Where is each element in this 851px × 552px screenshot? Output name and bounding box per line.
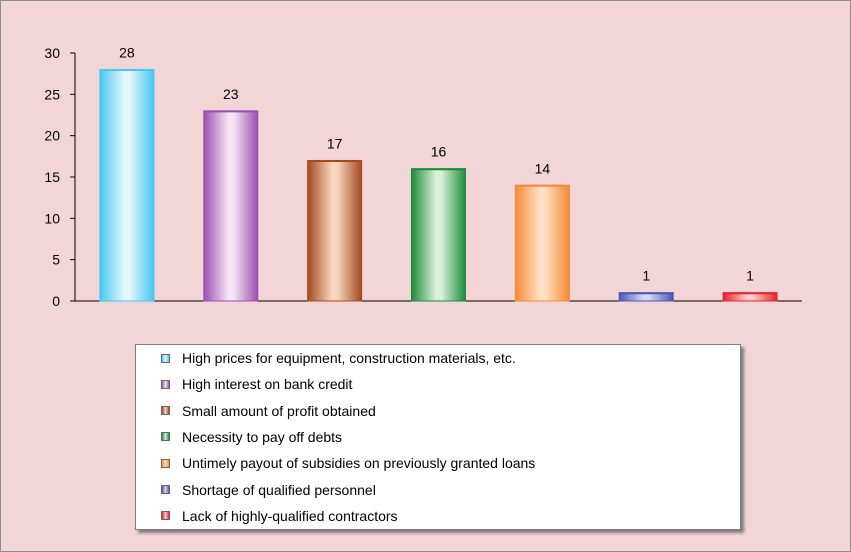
y-tick-label: 20 xyxy=(44,128,60,144)
legend-label: Small amount of profit obtained xyxy=(182,402,376,419)
bar xyxy=(203,110,259,302)
y-tick-label: 0 xyxy=(52,293,60,309)
data-labels: 28 23 17 16 14 1 1 xyxy=(119,45,754,284)
legend-swatch xyxy=(161,485,170,494)
data-label: 1 xyxy=(642,268,650,284)
bars xyxy=(99,69,778,302)
legend-item: High prices for equipment, construction … xyxy=(161,349,516,367)
y-tick-label: 5 xyxy=(52,252,60,268)
bar xyxy=(411,168,466,302)
y-tick-label: 15 xyxy=(44,169,60,185)
y-tick-label: 25 xyxy=(44,86,60,102)
y-tick-label: 10 xyxy=(44,210,60,226)
legend-swatch xyxy=(161,511,170,521)
legend-label: Necessity to pay off debts xyxy=(182,428,343,445)
bar xyxy=(514,184,570,302)
legend-item: Untimely payout of subsidies on previous… xyxy=(161,454,535,472)
data-label: 16 xyxy=(431,144,447,160)
legend-swatch xyxy=(161,353,170,363)
legend-swatch xyxy=(161,406,170,416)
data-label: 28 xyxy=(119,45,135,61)
legend-item: Lack of highly-qualified contractors xyxy=(161,507,398,525)
data-label: 1 xyxy=(746,268,754,284)
legend-item: Necessity to pay off debts xyxy=(161,428,342,446)
legend-item: Shortage of qualified personnel xyxy=(161,481,376,499)
data-label: 23 xyxy=(223,86,239,102)
legend-label: Shortage of qualified personnel xyxy=(182,481,376,498)
legend-item: Small amount of profit obtained xyxy=(161,402,376,420)
legend-swatch xyxy=(161,379,170,389)
bar xyxy=(307,159,363,302)
legend: High prices for equipment, construction … xyxy=(135,344,741,530)
bar xyxy=(99,69,155,302)
legend-label: Lack of highly-qualified contractors xyxy=(182,507,398,524)
legend-swatch xyxy=(161,432,170,442)
y-tick-label: 30 xyxy=(44,45,60,61)
legend-item: High interest on bank credit xyxy=(161,375,352,393)
legend-label: Untimely payout of subsidies on previous… xyxy=(182,455,536,472)
data-label: 14 xyxy=(535,160,551,176)
legend-swatch xyxy=(161,458,170,468)
data-label: 17 xyxy=(327,135,343,151)
y-axis: 0 5 10 15 20 25 30 xyxy=(44,45,802,309)
legend-label: High prices for equipment, construction … xyxy=(182,350,516,366)
legend-label: High interest on bank credit xyxy=(182,376,353,393)
